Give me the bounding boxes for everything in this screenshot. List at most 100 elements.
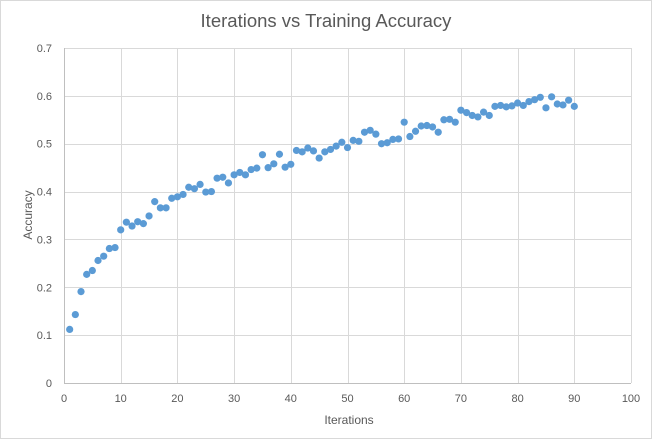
data-point	[292, 146, 301, 155]
y-tick-label: 0.2	[37, 282, 52, 294]
data-point	[570, 102, 578, 110]
data-point	[434, 128, 442, 136]
data-point	[519, 101, 527, 110]
data-point	[66, 325, 74, 333]
data-point	[190, 185, 199, 193]
data-point	[531, 96, 539, 104]
data-point	[326, 145, 335, 154]
data-point	[366, 126, 374, 134]
x-tick-label: 10	[115, 393, 127, 405]
data-point	[179, 190, 187, 199]
data-point	[565, 96, 573, 104]
data-point	[559, 101, 567, 109]
x-tick-label: 40	[285, 393, 297, 405]
x-tick-label: 90	[568, 393, 580, 405]
data-point	[281, 163, 289, 171]
x-tick-label: 50	[341, 393, 353, 405]
data-point	[451, 118, 459, 126]
data-point	[315, 154, 323, 162]
y-tick-label: 0	[46, 378, 52, 390]
data-point	[298, 148, 306, 156]
data-point	[468, 111, 476, 120]
data-point	[185, 183, 193, 191]
data-point	[377, 140, 386, 148]
data-point	[196, 180, 204, 188]
x-tick-label: 20	[171, 393, 183, 405]
data-point	[508, 102, 516, 110]
data-point	[355, 137, 363, 145]
data-point	[394, 135, 403, 143]
data-point	[485, 111, 493, 120]
data-point	[514, 99, 522, 107]
data-point	[400, 118, 408, 126]
data-point	[156, 204, 164, 212]
data-point	[428, 123, 437, 131]
data-point	[77, 287, 85, 296]
data-point	[417, 122, 425, 130]
x-tick-label: 80	[511, 393, 523, 405]
data-point	[94, 256, 102, 265]
x-axis-ticks: 0 10 20 30 40 50 60 70 80 90 100	[61, 393, 640, 405]
data-point	[349, 136, 357, 144]
data-point	[343, 143, 352, 152]
x-axis-title: Iterations	[324, 413, 373, 427]
data-point	[440, 116, 448, 124]
data-point	[553, 100, 561, 108]
y-tick-label: 0.1	[37, 330, 52, 342]
data-point	[389, 135, 397, 144]
y-axis-ticks: 0 0.1 0.2 0.3 0.4 0.5 0.6 0.7	[37, 43, 52, 390]
data-point	[502, 103, 510, 111]
data-point	[134, 218, 142, 226]
data-point	[117, 226, 125, 234]
data-points	[66, 93, 578, 333]
data-point	[100, 252, 108, 260]
data-point	[219, 173, 227, 181]
y-tick-label: 0.5	[37, 139, 52, 151]
data-point	[128, 222, 136, 230]
x-tick-label: 30	[228, 393, 240, 405]
gridlines	[64, 48, 632, 384]
data-point	[372, 130, 380, 138]
data-point	[139, 220, 147, 228]
y-tick-label: 0.4	[37, 187, 52, 199]
data-point	[213, 174, 221, 182]
data-point	[162, 204, 170, 212]
data-point	[247, 165, 255, 174]
data-point	[168, 194, 176, 202]
chart-title: Iterations vs Training Accuracy	[200, 10, 452, 31]
y-tick-label: 0.3	[37, 234, 52, 246]
data-point	[445, 115, 454, 123]
data-point	[479, 108, 488, 116]
x-tick-label: 60	[398, 393, 410, 405]
data-point	[462, 109, 471, 117]
data-point	[383, 139, 391, 147]
data-point	[145, 212, 153, 220]
data-point	[207, 187, 216, 196]
data-point	[122, 218, 130, 226]
y-axis-title: Accuracy	[21, 190, 35, 239]
y-tick-label: 0.6	[37, 91, 52, 103]
data-point	[338, 138, 346, 146]
data-point	[173, 193, 181, 201]
data-point	[88, 266, 96, 275]
data-point	[360, 128, 369, 136]
data-point	[264, 164, 272, 172]
x-tick-label: 70	[455, 393, 467, 405]
data-point	[105, 244, 113, 253]
data-point	[258, 151, 267, 159]
data-point	[287, 160, 295, 168]
data-point	[230, 171, 238, 179]
data-point	[236, 168, 244, 177]
data-point	[151, 198, 159, 206]
data-point	[83, 270, 91, 278]
data-point	[332, 142, 340, 150]
data-point	[406, 132, 414, 141]
data-point	[411, 127, 420, 135]
data-point	[423, 121, 431, 130]
x-tick-label: 100	[622, 393, 640, 405]
data-point	[496, 101, 505, 110]
data-point	[71, 310, 79, 319]
data-point	[275, 150, 284, 158]
data-point	[536, 93, 544, 101]
